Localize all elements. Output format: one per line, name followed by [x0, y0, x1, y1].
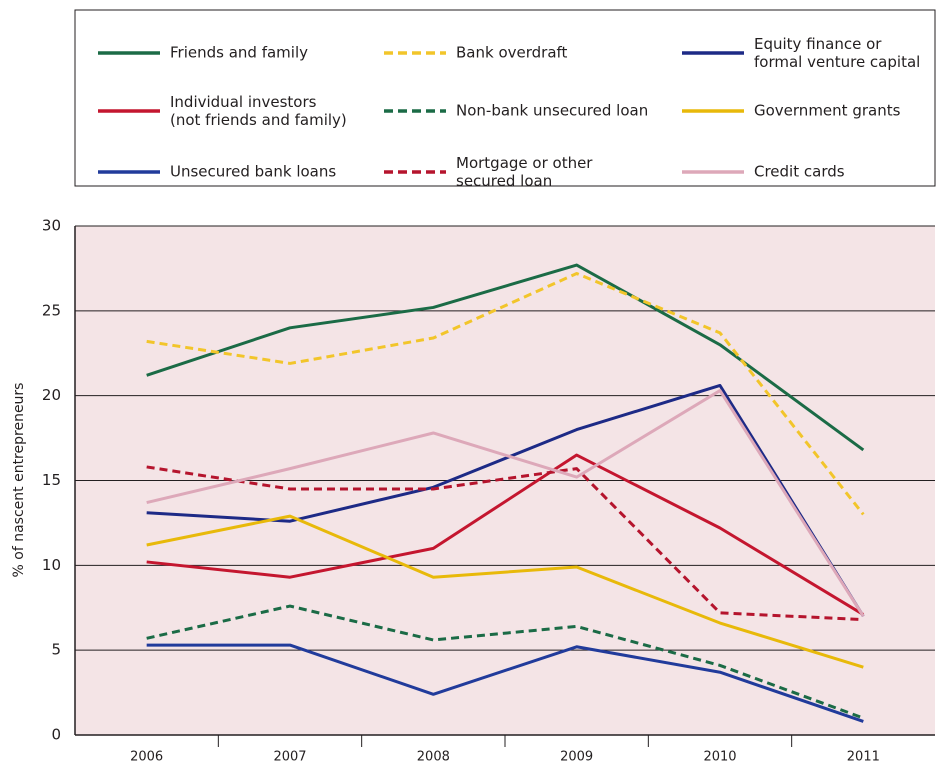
- x-tick-label: 2010: [703, 750, 736, 765]
- y-tick-label: 30: [42, 217, 61, 235]
- legend-label: Individual investors (not friends and fam…: [170, 93, 347, 129]
- y-tick-label: 15: [42, 471, 61, 489]
- legend-label: Equity finance or formal venture capital: [754, 35, 920, 71]
- x-tick-label: 2011: [847, 750, 880, 765]
- y-tick-label: 10: [42, 556, 61, 574]
- legend-label: Credit cards: [754, 163, 845, 181]
- y-tick-label: 0: [51, 726, 61, 744]
- data-line: [146, 514, 864, 669]
- legend-box: [74, 9, 936, 187]
- y-tick-label: 5: [51, 641, 61, 659]
- legend-label: Bank overdraft: [456, 44, 568, 62]
- legend-label: Non-bank unsecured loan: [456, 102, 648, 120]
- x-tick-label: 2008: [417, 750, 450, 765]
- x-tick-label: 2006: [130, 750, 163, 765]
- legend-label: Unsecured bank loans: [170, 163, 336, 181]
- x-tick-label: 2007: [273, 750, 306, 765]
- data-line: [146, 643, 864, 723]
- y-tick-label: 25: [42, 301, 61, 319]
- data-line: [146, 604, 864, 720]
- data-line: [146, 389, 865, 618]
- data-line: [146, 453, 865, 616]
- legend-label: Government grants: [754, 102, 901, 120]
- y-axis-label: % of nascent entrepreneurs: [11, 383, 27, 578]
- x-tick-label: 2009: [560, 750, 593, 765]
- y-tick-label: 20: [42, 386, 61, 404]
- data-line: [146, 272, 865, 516]
- legend-label: Friends and family: [170, 44, 308, 62]
- data-line: [146, 465, 864, 622]
- legend-label: Mortgage or other secured loan: [456, 154, 593, 190]
